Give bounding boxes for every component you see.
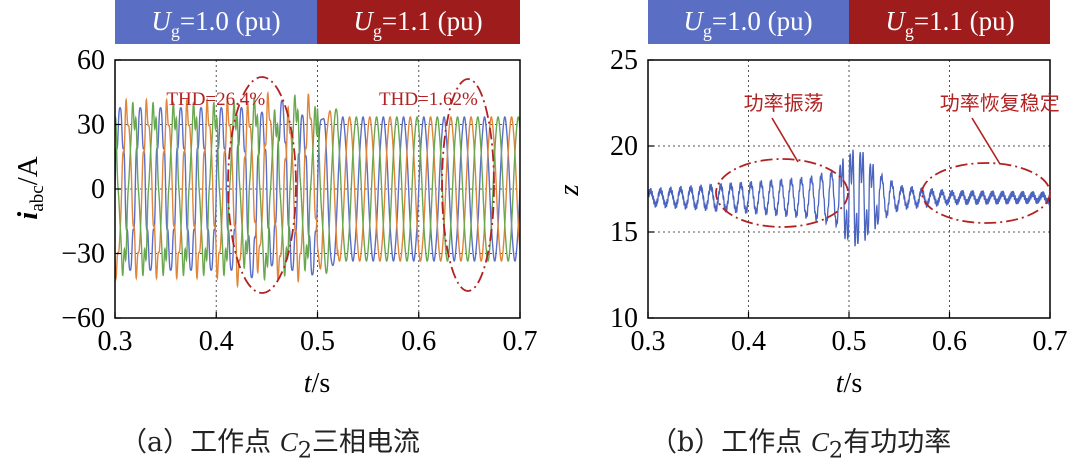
chart-b-annotation-ellipse-1 (715, 158, 849, 228)
chart-a-region-band-1 (115, 0, 317, 44)
chart-b-series (648, 149, 1050, 247)
chart-b-region-label-2: Ug=1.1 (pu) (885, 6, 1014, 41)
chart-b-xtick-label: 0.3 (631, 326, 666, 357)
caption-a: （a）工作点 C2三相电流 (120, 427, 421, 464)
chart-a-annotation-ellipse-2 (441, 78, 495, 292)
chart-b-xtick-label: 0.4 (731, 326, 766, 357)
figure: Ug=1.0 (pu) Ug=1.1 (pu) THD=26.4% THD=1.… (12, 0, 1068, 399)
chart-a-xtick-label: 0.6 (401, 326, 436, 357)
chart-b-region-band-1 (648, 0, 849, 44)
chart-a-ytick-label: −30 (61, 239, 105, 270)
chart-b-ticks: 0.3 0.4 0.5 0.6 0.7 25 20 15 10 (610, 45, 1068, 357)
chart-b-ytick-label: 20 (610, 131, 638, 162)
chart-a-xtick-label: 0.3 (98, 326, 133, 357)
chart-a: Ug=1.0 (pu) Ug=1.1 (pu) THD=26.4% THD=1.… (12, 0, 538, 399)
chart-b-series-line (648, 149, 1050, 247)
chart-a-region-band-2 (317, 0, 520, 44)
chart-a-ytick-label: 0 (91, 174, 105, 205)
chart-b-ylabel: z (553, 184, 585, 196)
chart-b-xlabel: t/s (836, 368, 862, 399)
chart-b-annotation-ellipse-2 (921, 162, 1051, 224)
chart-a-annotation-1: THD=26.4% (166, 89, 265, 110)
chart-b-xtick-label: 0.6 (932, 326, 967, 357)
chart-a-series-line (115, 90, 520, 289)
chart-b-annotation-1: 功率振荡 (744, 92, 824, 115)
chart-b-annotation-2: 功率恢复稳定 (940, 92, 1060, 115)
chart-a-xtick-label: 0.5 (300, 326, 335, 357)
chart-a-series (115, 90, 520, 289)
chart-b-ytick-label: 25 (610, 45, 638, 76)
chart-a-region-label-1: Ug=1.0 (pu) (151, 6, 280, 41)
chart-a-series-line (115, 99, 520, 279)
chart-b-annotation-leader-1 (771, 117, 799, 163)
chart-a-ytick-label: 30 (77, 110, 105, 141)
chart-a-ytick-label: −60 (61, 303, 105, 334)
chart-a-annotation-2: THD=1.62% (379, 89, 478, 110)
chart-a-ylabel: iabc/A (12, 156, 48, 219)
chart-b-xtick-label: 0.7 (1033, 326, 1068, 357)
chart-b: Ug=1.0 (pu) Ug=1.1 (pu) 功率振荡 功率恢复稳定 0.3 0… (553, 0, 1068, 399)
caption-b: （b）工作点 C2有功功率 (650, 427, 952, 464)
chart-a-xtick-label: 0.4 (199, 326, 234, 357)
chart-a-ytick-label: 60 (77, 45, 105, 76)
chart-a-xtick-label: 0.7 (503, 326, 538, 357)
chart-b-ytick-label: 15 (610, 217, 638, 248)
chart-b-annotation-leader-2 (971, 117, 1001, 165)
chart-a-xlabel: t/s (304, 368, 330, 399)
chart-a-region-label-2: Ug=1.1 (pu) (353, 6, 482, 41)
chart-a-ticks: 0.3 0.4 0.5 0.6 0.7 60 30 0 −30 −60 (61, 45, 537, 357)
chart-b-xtick-label: 0.5 (832, 326, 867, 357)
chart-a-series-line (115, 94, 520, 282)
chart-b-region-band-2 (849, 0, 1050, 44)
chart-b-region-label-1: Ug=1.0 (pu) (683, 6, 812, 41)
chart-b-ytick-label: 10 (610, 303, 638, 334)
chart-a-annotation-ellipse-1 (227, 76, 297, 294)
